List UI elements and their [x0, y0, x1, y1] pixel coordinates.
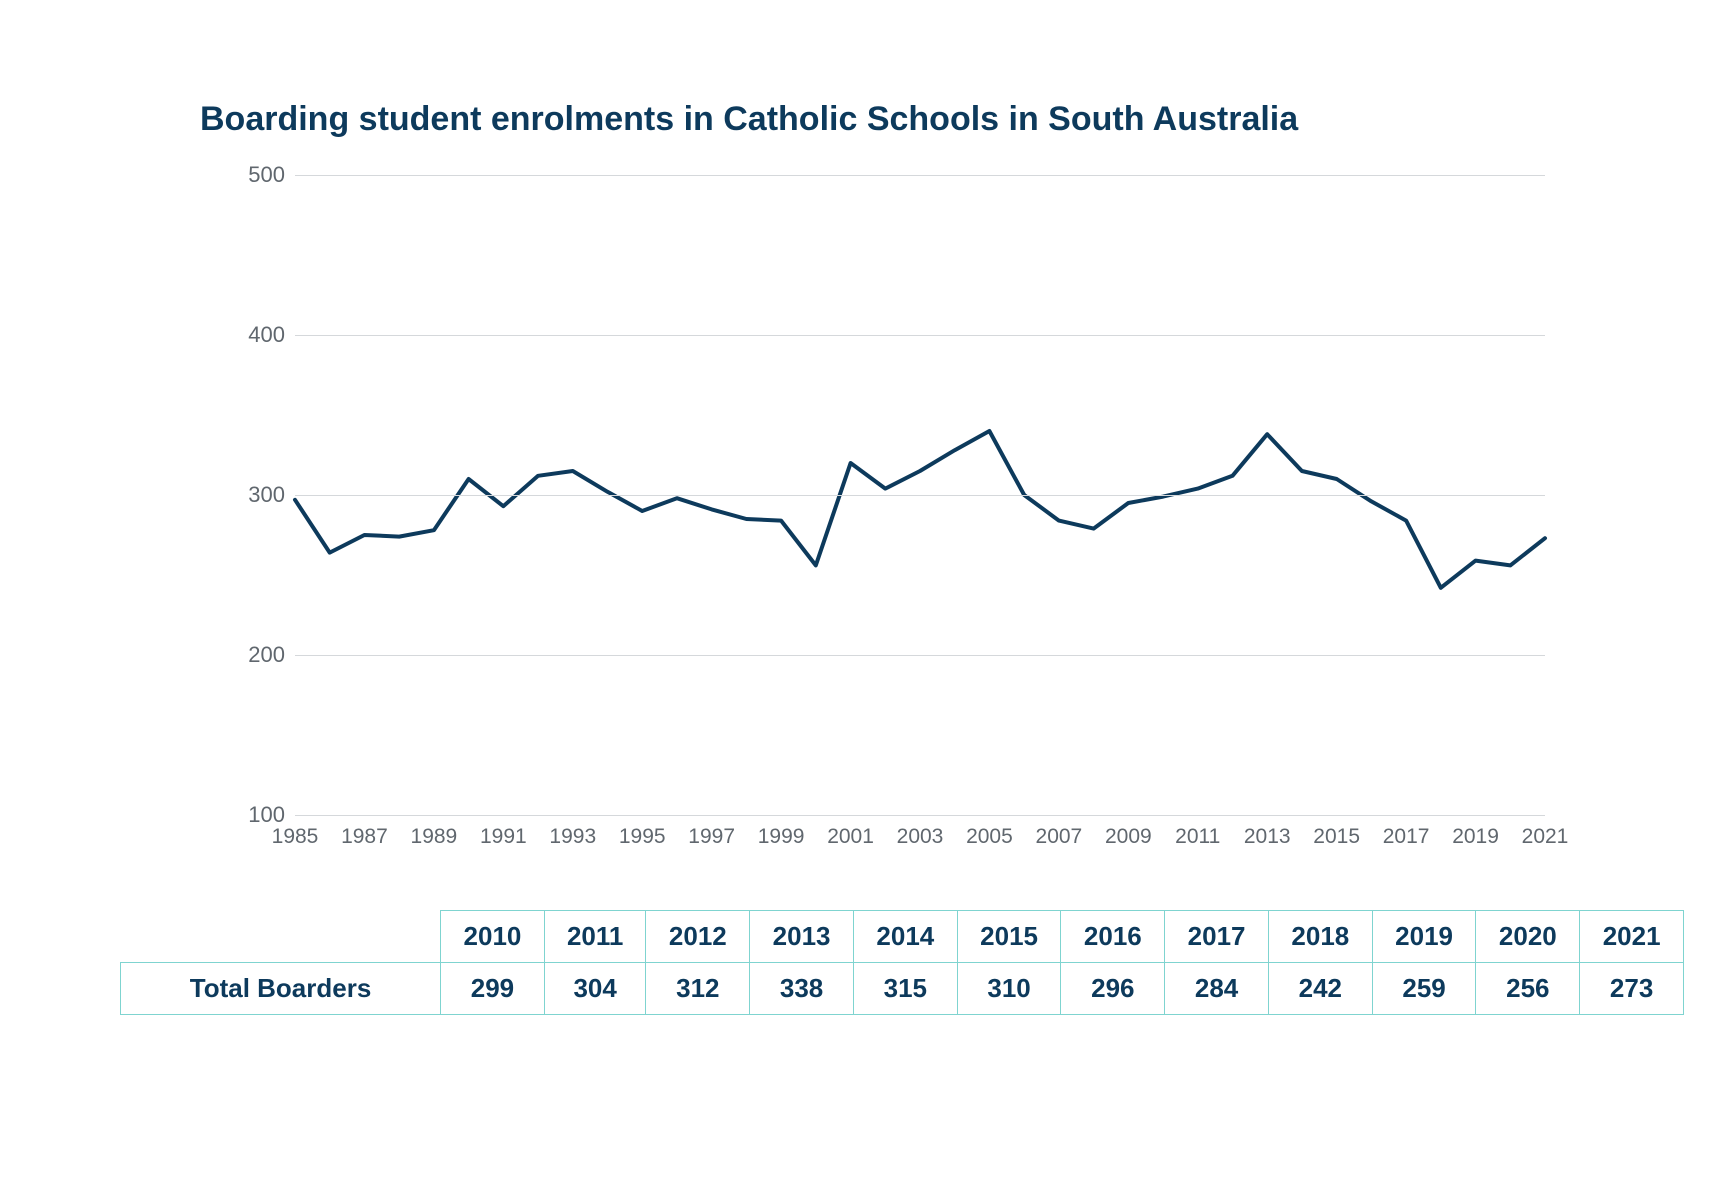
table-year-cell: 2021 — [1580, 911, 1684, 963]
x-axis-label: 2009 — [1105, 825, 1152, 849]
x-axis-label: 1999 — [758, 825, 805, 849]
x-axis-label: 1997 — [688, 825, 735, 849]
x-axis-label: 2005 — [966, 825, 1013, 849]
table-value-cell: 310 — [957, 963, 1061, 1015]
grid-line — [295, 175, 1545, 176]
table-year-cell: 2015 — [957, 911, 1061, 963]
y-axis-label: 400 — [248, 322, 285, 348]
x-axis-label: 2001 — [827, 825, 874, 849]
table-year-cell: 2014 — [853, 911, 957, 963]
table-year-cell: 2019 — [1372, 911, 1476, 963]
table-year-cell: 2010 — [441, 911, 545, 963]
chart-title: Boarding student enrolments in Catholic … — [200, 100, 1298, 139]
x-axis-label: 1993 — [549, 825, 596, 849]
table-year-cell: 2013 — [750, 911, 854, 963]
grid-line — [295, 495, 1545, 496]
x-axis-label: 1995 — [619, 825, 666, 849]
y-axis-label: 200 — [248, 642, 285, 668]
x-axis-label: 2007 — [1036, 825, 1083, 849]
table-year-cell: 2017 — [1165, 911, 1269, 963]
table-header-row: 2010201120122013201420152016201720182019… — [121, 911, 1684, 963]
table-value-cell: 273 — [1580, 963, 1684, 1015]
data-table: 2010201120122013201420152016201720182019… — [120, 910, 1684, 1015]
x-axis-label: 2013 — [1244, 825, 1291, 849]
table-year-cell: 2016 — [1061, 911, 1165, 963]
x-axis-label: 2003 — [897, 825, 944, 849]
table-value-cell: 299 — [441, 963, 545, 1015]
table-year-cell: 2012 — [646, 911, 750, 963]
table-value-cell: 284 — [1165, 963, 1269, 1015]
table-value-cell: 304 — [544, 963, 646, 1015]
table-value-cell: 296 — [1061, 963, 1165, 1015]
x-axis-label: 1991 — [480, 825, 527, 849]
grid-line — [295, 815, 1545, 816]
x-axis-label: 2021 — [1522, 825, 1569, 849]
table-value-row: Total Boarders 2993043123383153102962842… — [121, 963, 1684, 1015]
x-axis-label: 1989 — [411, 825, 458, 849]
y-axis-label: 500 — [248, 162, 285, 188]
x-axis-label: 2011 — [1175, 825, 1220, 849]
grid-line — [295, 655, 1545, 656]
x-axis-label: 1987 — [341, 825, 388, 849]
chart-plot-area: 1002003004005001985198719891991199319951… — [295, 175, 1545, 815]
grid-line — [295, 335, 1545, 336]
table-value-cell: 312 — [646, 963, 750, 1015]
table-value-cell: 315 — [853, 963, 957, 1015]
x-axis-label: 2019 — [1452, 825, 1499, 849]
data-table-wrap: 2010201120122013201420152016201720182019… — [120, 910, 1684, 1015]
table-value-cell: 338 — [750, 963, 854, 1015]
table-year-cell: 2020 — [1476, 911, 1580, 963]
table-value-cell: 242 — [1268, 963, 1372, 1015]
chart-container: Boarding student enrolments in Catholic … — [0, 0, 1714, 1200]
x-axis-label: 2017 — [1383, 825, 1430, 849]
y-axis-label: 300 — [248, 482, 285, 508]
x-axis-label: 2015 — [1313, 825, 1360, 849]
table-value-cell: 259 — [1372, 963, 1476, 1015]
table-row-label: Total Boarders — [121, 963, 441, 1015]
table-year-cell: 2011 — [544, 911, 646, 963]
x-axis-label: 1985 — [272, 825, 319, 849]
table-year-cell: 2018 — [1268, 911, 1372, 963]
table-value-cell: 256 — [1476, 963, 1580, 1015]
table-corner-cell — [121, 911, 441, 963]
